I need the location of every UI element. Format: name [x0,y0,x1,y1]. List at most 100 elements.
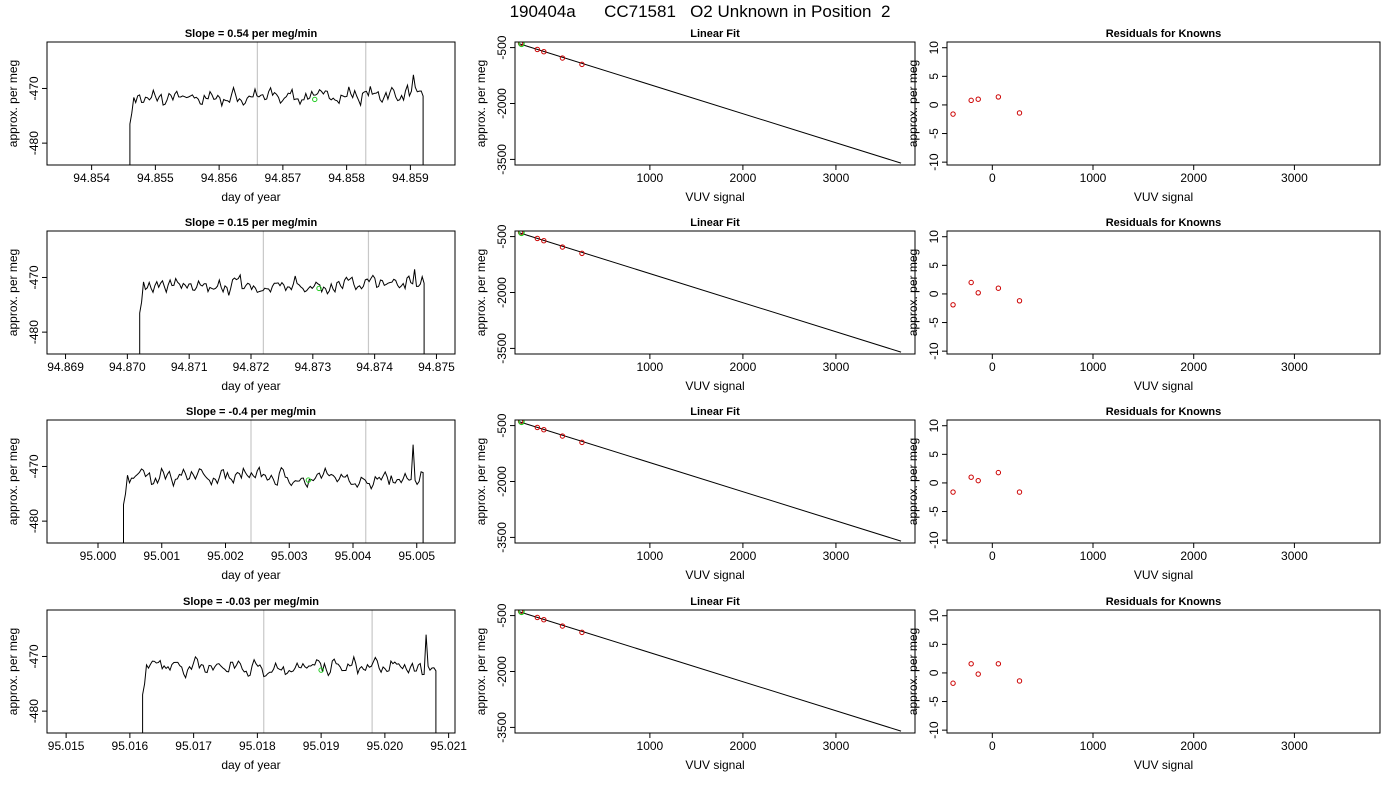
y-tick-label: 0 [927,290,941,297]
known-point [559,623,566,629]
x-tick-label: 95.017 [175,739,212,753]
known-point [995,94,1002,100]
x-axis-label: day of year [221,758,280,772]
panel-2-3: Residuals for Knowns 0 1000 2000 3000 10 5 0 -5 -… [906,217,1381,393]
known-point [541,237,547,244]
plot-area [950,661,1023,686]
x-tick-label: 3000 [1281,171,1308,185]
x-tick-label: 94.874 [356,360,393,374]
panel-1-3: Residuals for Knowns 0 1000 2000 3000 10 5 0 -5 -… [906,28,1381,204]
y-tick-label: -480 [27,320,41,344]
plot-frame [514,230,916,355]
known-point [968,661,974,667]
x-tick-label: 2000 [1180,739,1207,753]
known-point [995,469,1002,476]
panel-1-2: Linear Fit 1000 2000 3000 -500 -2000 -3500 VUV … [474,28,916,204]
x-tick-label: 95.004 [335,549,372,563]
unknown-marker [316,285,322,292]
known-point [975,671,981,677]
y-tick-label: -5 [927,506,941,517]
panel-3-3: Residuals for Knowns 0 1000 2000 3000 10 5 0 -5 -… [906,406,1381,582]
panel-4-3: Residuals for Knowns 0 1000 2000 3000 10 5 0 -5 -… [906,596,1381,772]
y-tick-label: -470 [27,454,41,478]
plot-area [123,420,424,543]
y-tick-label: -470 [27,265,41,289]
y-axis-label: approx. per meg [474,249,488,336]
panel-title: Slope = 0.54 per meg/min [185,28,318,40]
data-trace [139,269,425,354]
x-axis-label: VUV signal [685,568,744,582]
y-tick-label: 10 [927,230,941,244]
x-axis-label: day of year [221,190,280,204]
known-point [541,48,547,55]
known-point [950,489,956,495]
y-tick-label: -3500 [495,144,509,175]
panel-title: Residuals for Knowns [1106,596,1222,608]
known-point [950,680,956,686]
x-axis-label: VUV signal [1134,568,1193,582]
plot-frame [514,419,916,544]
x-tick-label: 95.015 [48,739,85,753]
known-point [975,477,981,484]
y-tick-label: -10 [927,153,941,171]
x-tick-label: 0 [989,549,996,563]
known-point [534,46,541,53]
x-tick-label: 94.870 [109,360,146,374]
y-tick-label: 5 [927,73,941,80]
y-tick-label: 10 [927,609,941,623]
x-axis-label: VUV signal [1134,379,1193,393]
panel-title: Linear Fit [690,28,740,40]
x-tick-label: 2000 [730,739,757,753]
y-axis-label: approx. per meg [906,60,920,147]
known-point [579,250,585,257]
x-tick-label: 94.875 [418,360,455,374]
y-tick-label: 0 [927,101,941,108]
x-tick-label: 1000 [1080,549,1107,563]
y-tick-label: -480 [27,131,41,155]
plot-frame [514,609,916,734]
panel-title: Linear Fit [690,596,740,608]
x-tick-label: 1000 [637,360,664,374]
x-tick-label: 94.869 [47,360,84,374]
data-trace [142,634,437,733]
x-tick-label: 3000 [823,360,850,374]
y-axis-label: approx. per meg [6,249,20,336]
x-tick-label: 0 [989,360,996,374]
x-tick-label: 3000 [1281,360,1308,374]
y-tick-label: 10 [927,419,941,433]
x-tick-label: 2000 [1180,549,1207,563]
x-tick-label: 95.002 [207,549,244,563]
y-tick-label: -10 [927,342,941,360]
plot-area [950,279,1023,308]
x-tick-label: 94.858 [328,171,365,185]
plot-frame [46,230,456,355]
plot-area [129,42,424,165]
figure-title: 190404a CC71581 O2 Unknown in Position 2 [509,2,891,21]
known-point [968,279,974,286]
data-trace [129,74,424,165]
y-axis-label: approx. per meg [906,438,920,525]
x-tick-label: 2000 [1180,360,1207,374]
y-tick-label: -2000 [495,466,509,497]
y-tick-label: -3500 [495,333,509,364]
plot-area [517,231,902,353]
x-axis-label: day of year [221,568,280,582]
y-tick-label: 5 [927,451,941,458]
x-tick-label: 3000 [1281,739,1308,753]
y-tick-label: -500 [495,413,509,437]
plot-area [950,94,1023,117]
known-point [995,661,1002,667]
y-tick-label: -10 [927,721,941,739]
fit-line [519,232,902,353]
x-tick-label: 3000 [1281,549,1308,563]
known-point [559,244,566,250]
x-axis-label: day of year [221,379,280,393]
known-point [1016,298,1023,304]
y-tick-label: 0 [927,669,941,676]
x-tick-label: 2000 [1180,171,1207,185]
known-point [579,629,585,636]
panel-3-1: Slope = -0.4 per meg/min 95.000 95.001 95.0… [6,406,456,582]
plot-frame [946,419,1381,544]
x-tick-label: 95.020 [367,739,404,753]
known-point [968,474,974,480]
